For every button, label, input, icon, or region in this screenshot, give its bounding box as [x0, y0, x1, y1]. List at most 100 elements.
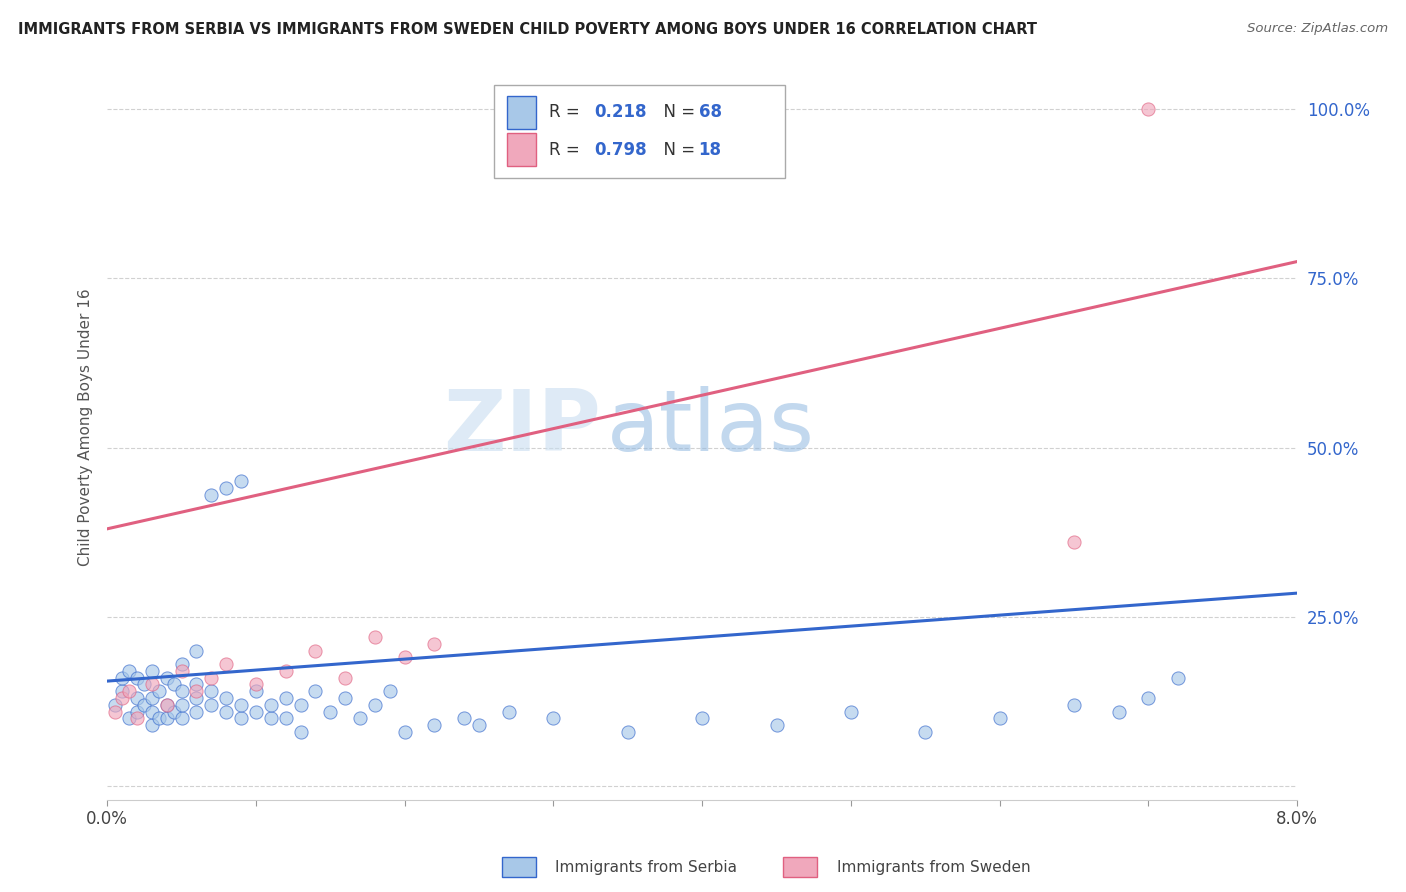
Point	[134, 698, 156, 712]
Point	[170, 711, 193, 725]
Point	[319, 705, 342, 719]
Text: R =: R =	[548, 103, 585, 121]
Point	[364, 630, 387, 644]
Point	[163, 677, 186, 691]
Point	[349, 711, 371, 725]
Text: 68: 68	[699, 103, 721, 121]
Point	[104, 698, 127, 712]
Text: R =: R =	[548, 141, 585, 159]
Point	[333, 691, 356, 706]
Point	[156, 671, 179, 685]
Point	[229, 475, 252, 489]
Point	[394, 650, 416, 665]
Point	[186, 691, 208, 706]
Point	[163, 705, 186, 719]
FancyBboxPatch shape	[508, 96, 536, 128]
Point	[186, 643, 208, 657]
Point	[170, 664, 193, 678]
Point	[453, 711, 475, 725]
Point	[125, 705, 148, 719]
Text: 0.798: 0.798	[593, 141, 647, 159]
Point	[617, 724, 640, 739]
Point	[245, 705, 267, 719]
Point	[118, 684, 141, 698]
Point	[125, 711, 148, 725]
Point	[1167, 671, 1189, 685]
Point	[498, 705, 520, 719]
Point	[141, 677, 163, 691]
Point	[260, 698, 283, 712]
Point	[765, 718, 787, 732]
FancyBboxPatch shape	[508, 133, 536, 166]
Point	[148, 711, 170, 725]
Point	[333, 671, 356, 685]
Text: IMMIGRANTS FROM SERBIA VS IMMIGRANTS FROM SWEDEN CHILD POVERTY AMONG BOYS UNDER : IMMIGRANTS FROM SERBIA VS IMMIGRANTS FRO…	[18, 22, 1038, 37]
Point	[274, 711, 297, 725]
Point	[170, 657, 193, 672]
Text: 0.218: 0.218	[593, 103, 647, 121]
Point	[215, 657, 238, 672]
Point	[186, 677, 208, 691]
Point	[111, 691, 134, 706]
Point	[914, 724, 936, 739]
Point	[141, 664, 163, 678]
Point	[304, 643, 326, 657]
Point	[200, 488, 222, 502]
Point	[141, 718, 163, 732]
Point	[245, 677, 267, 691]
Point	[229, 698, 252, 712]
Point	[156, 711, 179, 725]
Point	[1063, 698, 1085, 712]
Point	[200, 698, 222, 712]
Point	[186, 705, 208, 719]
Point	[394, 724, 416, 739]
Point	[125, 691, 148, 706]
Point	[170, 698, 193, 712]
Y-axis label: Child Poverty Among Boys Under 16: Child Poverty Among Boys Under 16	[79, 288, 93, 566]
Point	[134, 677, 156, 691]
Point	[543, 711, 565, 725]
Text: Source: ZipAtlas.com: Source: ZipAtlas.com	[1247, 22, 1388, 36]
Point	[215, 481, 238, 495]
Point	[274, 664, 297, 678]
Text: N =: N =	[654, 103, 700, 121]
Point	[229, 711, 252, 725]
Point	[290, 724, 312, 739]
Point	[118, 664, 141, 678]
Point	[1063, 535, 1085, 549]
Text: atlas: atlas	[607, 386, 815, 469]
Point	[1137, 691, 1160, 706]
Point	[988, 711, 1011, 725]
Point	[156, 698, 179, 712]
Point	[260, 711, 283, 725]
Point	[111, 671, 134, 685]
FancyBboxPatch shape	[494, 85, 786, 178]
Text: ZIP: ZIP	[443, 386, 600, 469]
Point	[378, 684, 401, 698]
Point	[125, 671, 148, 685]
Point	[1108, 705, 1130, 719]
Point	[274, 691, 297, 706]
Text: N =: N =	[654, 141, 700, 159]
Point	[290, 698, 312, 712]
Point	[170, 684, 193, 698]
Text: Immigrants from Serbia: Immigrants from Serbia	[555, 860, 737, 874]
Point	[141, 691, 163, 706]
Point	[215, 691, 238, 706]
Point	[118, 711, 141, 725]
Point	[364, 698, 387, 712]
Point	[423, 718, 446, 732]
Text: Immigrants from Sweden: Immigrants from Sweden	[837, 860, 1031, 874]
Point	[245, 684, 267, 698]
Point	[111, 684, 134, 698]
Point	[104, 705, 127, 719]
Point	[839, 705, 862, 719]
Text: 18: 18	[699, 141, 721, 159]
Point	[690, 711, 713, 725]
Point	[423, 637, 446, 651]
Point	[1137, 103, 1160, 117]
Point	[200, 671, 222, 685]
Point	[148, 684, 170, 698]
Point	[215, 705, 238, 719]
Point	[156, 698, 179, 712]
